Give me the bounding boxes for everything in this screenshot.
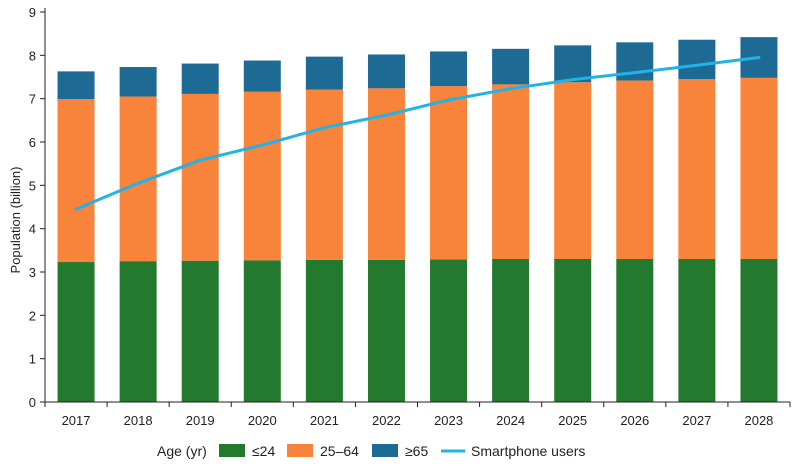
x-tick-label: 2019 xyxy=(186,413,215,428)
y-axis-label: Population (billion) xyxy=(8,167,23,274)
x-tick-label: 2024 xyxy=(496,413,525,428)
legend-title: Age (yr) xyxy=(157,443,207,459)
bar-segment-25-64 xyxy=(305,89,343,260)
bar-segment-25-64 xyxy=(740,77,778,259)
bar-segment-65-plus xyxy=(243,60,281,92)
bar-segment-65-plus xyxy=(119,67,157,97)
legend-item-under-24: ≤24 xyxy=(219,443,275,459)
x-tick-label: 2020 xyxy=(248,413,277,428)
legend-item-25-64: 25–64 xyxy=(287,443,359,459)
legend-label: ≤24 xyxy=(252,443,275,459)
bar-segment-65-plus xyxy=(305,56,343,90)
bar-segment-under-24 xyxy=(430,259,468,402)
legend-item-smartphone: Smartphone users xyxy=(441,443,585,459)
x-tick-label: 2021 xyxy=(310,413,339,428)
bar-segment-under-24 xyxy=(740,259,778,402)
y-tick-label: 7 xyxy=(29,92,36,107)
legend-label: ≥65 xyxy=(405,443,428,459)
bars xyxy=(57,37,778,402)
x-tick-label: 2026 xyxy=(620,413,649,428)
legend: Age (yr) ≤24 25–64 ≥65 Smartphone users xyxy=(157,443,585,459)
x-axis: 2017 2018 2019 2020 2021 2022 2023 2024 2025 2026… xyxy=(44,401,791,428)
bar-segment-25-64 xyxy=(616,80,654,259)
x-tick-label: 2022 xyxy=(372,413,401,428)
bar-segment-65-plus xyxy=(678,39,716,80)
legend-item-65-plus: ≥65 xyxy=(372,443,428,459)
y-axis: 0 1 2 3 4 5 6 7 8 9 xyxy=(29,5,46,410)
bar-segment-65-plus xyxy=(57,71,95,100)
bar-segment-under-24 xyxy=(554,259,592,402)
bar-segment-65-plus xyxy=(367,54,405,89)
x-tick-label: 2017 xyxy=(62,413,91,428)
y-tick-label: 1 xyxy=(29,352,36,367)
bar-segment-under-24 xyxy=(119,261,157,402)
bar-segment-25-64 xyxy=(430,86,468,260)
bar-segment-65-plus xyxy=(181,63,219,94)
bar-segment-under-24 xyxy=(305,259,343,402)
smartphone-users-line xyxy=(74,56,761,211)
bar-segment-under-24 xyxy=(616,259,654,402)
x-tick-label: 2027 xyxy=(682,413,711,428)
bar-segment-25-64 xyxy=(57,99,95,263)
x-tick-label: 2023 xyxy=(434,413,463,428)
bar-segment-under-24 xyxy=(57,262,95,402)
legend-swatch xyxy=(287,444,313,457)
x-tick-label: 2028 xyxy=(744,413,773,428)
y-tick-label: 3 xyxy=(29,265,36,280)
legend-swatch xyxy=(219,444,245,457)
bar-segment-65-plus xyxy=(492,48,530,85)
y-tick-label: 5 xyxy=(29,178,36,193)
smartphone-line xyxy=(74,56,761,211)
bar-segment-25-64 xyxy=(243,91,281,261)
legend-label: 25–64 xyxy=(320,443,359,459)
y-tick-label: 9 xyxy=(29,5,36,20)
x-tick-label: 2018 xyxy=(124,413,153,428)
bar-segment-25-64 xyxy=(492,84,530,259)
y-tick-label: 4 xyxy=(29,222,36,237)
bar-segment-under-24 xyxy=(181,260,219,402)
bar-segment-under-24 xyxy=(678,259,716,402)
bar-segment-under-24 xyxy=(367,259,405,402)
x-tick-label: 2025 xyxy=(558,413,587,428)
bar-segment-under-24 xyxy=(243,260,281,402)
bar-segment-under-24 xyxy=(492,259,530,402)
bar-segment-25-64 xyxy=(181,93,219,261)
bar-segment-65-plus xyxy=(554,45,592,83)
bar-segment-25-64 xyxy=(554,82,592,259)
legend-swatch xyxy=(372,444,398,457)
y-tick-label: 2 xyxy=(29,308,36,323)
bar-segment-65-plus xyxy=(430,51,468,87)
y-tick-label: 8 xyxy=(29,48,36,63)
y-tick-label: 0 xyxy=(29,395,36,410)
y-tick-label: 6 xyxy=(29,135,36,150)
legend-label: Smartphone users xyxy=(471,443,585,459)
bar-segment-25-64 xyxy=(678,79,716,260)
